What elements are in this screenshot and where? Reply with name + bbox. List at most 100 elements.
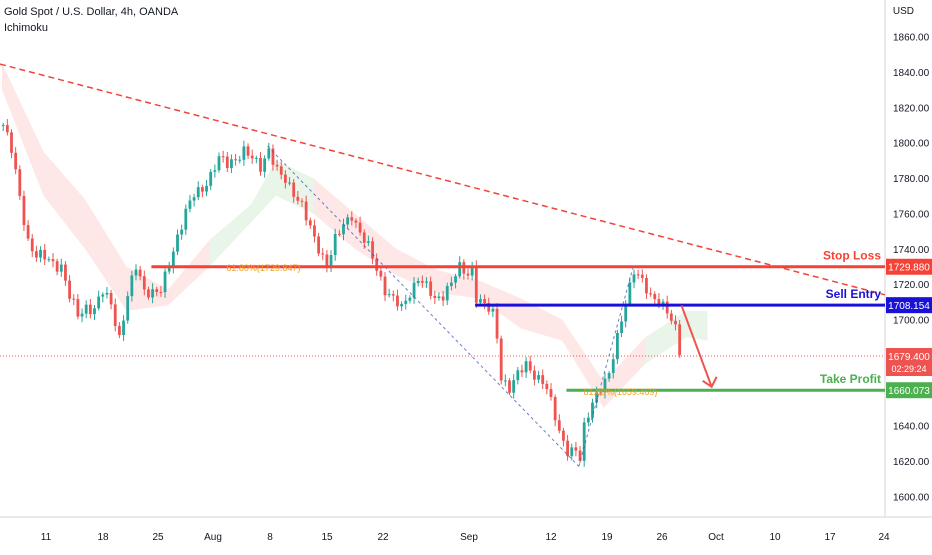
candle-body	[147, 289, 150, 298]
candle-body	[242, 146, 246, 160]
candle-body	[234, 159, 237, 161]
candle-body	[296, 196, 300, 201]
y-tick-label: 1600.00	[893, 492, 930, 503]
candle-body	[537, 375, 540, 380]
candle-body	[80, 313, 84, 317]
x-tick-label: 19	[601, 532, 613, 543]
candle-body	[155, 289, 159, 292]
candle-body	[640, 274, 644, 278]
candle-body	[495, 308, 499, 339]
candle-body	[30, 238, 34, 252]
candle-body	[408, 297, 412, 301]
descending-trendline	[0, 63, 886, 296]
y-tick-label: 1620.00	[893, 457, 930, 468]
candle-body	[35, 251, 38, 258]
ichimoku-cloud-segment	[126, 266, 168, 311]
candle-body	[192, 197, 196, 201]
candle-body	[620, 321, 623, 334]
candle-body	[437, 296, 441, 298]
ichimoku-cloud-segment	[85, 199, 127, 311]
ichimoku-cloud-segment	[2, 63, 44, 196]
candle-body	[607, 373, 611, 379]
candle-body	[454, 276, 457, 283]
x-tick-label: 26	[656, 532, 668, 543]
candle-body	[645, 277, 648, 294]
level-price-label: 1660.073	[888, 386, 930, 397]
candle-body	[346, 217, 350, 225]
y-tick-label: 1700.00	[893, 316, 930, 327]
candle-body	[138, 269, 142, 277]
candle-body	[300, 200, 304, 202]
level-label: Take Profit	[820, 372, 881, 386]
candle-body	[209, 171, 213, 186]
candle-body	[404, 300, 408, 304]
candle-body	[342, 224, 345, 235]
fib-diagonal-up	[578, 268, 634, 467]
y-tick-label: 1720.00	[893, 280, 930, 291]
candle-body	[582, 422, 586, 461]
candle-body	[367, 241, 370, 243]
candle-body	[18, 169, 22, 196]
candle-body	[279, 166, 283, 175]
candle-body	[636, 274, 640, 276]
x-tick-label: Sep	[460, 532, 478, 543]
candle-body	[512, 380, 516, 393]
candle-body	[574, 447, 578, 451]
candle-body	[375, 258, 379, 271]
candle-body	[275, 164, 279, 167]
candle-body	[533, 370, 536, 380]
candle-body	[557, 420, 561, 431]
candle-body	[267, 148, 271, 159]
x-tick-label: Aug	[204, 532, 222, 543]
candle-body	[379, 270, 383, 277]
candle-body	[26, 225, 30, 239]
candle-body	[163, 271, 167, 293]
candle-body	[167, 267, 171, 272]
candle-body	[669, 313, 673, 321]
candle-body	[337, 233, 341, 235]
candle-body	[611, 359, 615, 374]
candle-body	[491, 308, 495, 312]
candle-body	[122, 320, 125, 336]
candle-body	[524, 361, 528, 373]
candle-body	[545, 383, 549, 390]
x-tick-label: 25	[152, 532, 164, 543]
fib-label: 61.80%(1729.847)	[226, 263, 300, 273]
candle-body	[101, 294, 105, 297]
candle-body	[632, 274, 636, 283]
candle-body	[616, 333, 619, 360]
level-label: Stop Loss	[823, 249, 881, 263]
candle-body	[674, 320, 677, 325]
candle-body	[528, 361, 532, 371]
candle-body	[445, 285, 449, 301]
candle-body	[387, 294, 391, 296]
candle-body	[288, 182, 291, 184]
candle-body	[188, 200, 192, 209]
y-tick-label: 1740.00	[893, 245, 930, 256]
candle-body	[433, 295, 437, 298]
candle-body	[578, 450, 582, 461]
level-price-label: 1708.154	[888, 301, 930, 312]
candle-body	[599, 392, 603, 394]
candle-body	[396, 295, 399, 307]
candle-body	[628, 282, 632, 305]
candle-body	[508, 380, 511, 393]
candle-body	[499, 338, 503, 381]
x-tick-label: 11	[41, 532, 52, 543]
candle-body	[118, 326, 121, 336]
candle-body	[14, 152, 18, 170]
candle-body	[10, 132, 13, 153]
candle-body	[134, 269, 138, 276]
candle-body	[665, 301, 669, 314]
candle-body	[603, 378, 607, 393]
x-tick-label: 18	[97, 532, 109, 543]
y-tick-label: 1780.00	[893, 174, 930, 185]
fib-diagonal-down	[267, 145, 580, 467]
candle-body	[246, 146, 250, 156]
candle-body	[180, 229, 184, 235]
ichimoku-cloud-segment	[603, 337, 646, 409]
y-tick-label: 1640.00	[893, 422, 930, 433]
candle-body	[22, 195, 26, 226]
candle-body	[43, 249, 47, 260]
